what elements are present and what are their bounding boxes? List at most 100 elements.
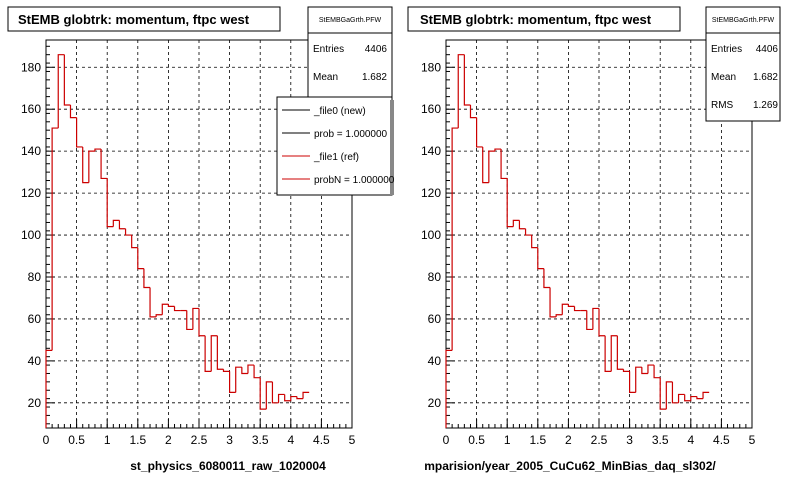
histogram-bin: [271, 381, 279, 404]
stats-name: StEMBGaGrth.PFW: [712, 17, 775, 24]
histogram-bin: [63, 54, 71, 106]
histogram-bin: [259, 377, 267, 410]
histogram-bin: [671, 381, 679, 404]
y-tick-label: 60: [28, 312, 42, 326]
y-tick-label: 100: [421, 228, 441, 242]
histogram-bin: [537, 247, 544, 270]
x-tick-label: 1: [104, 433, 111, 447]
title-box: [407, 6, 681, 32]
histogram-bin: [659, 377, 667, 410]
histogram-bin: [592, 307, 599, 330]
legend-shadow: [390, 100, 394, 195]
histogram-bin: [524, 228, 532, 236]
histogram-bin: [192, 307, 199, 330]
histogram-bin: [573, 306, 581, 312]
histogram-bin: [57, 54, 65, 129]
histogram-bin: [684, 394, 691, 402]
histogram-bin: [622, 369, 630, 372]
histogram-bin: [253, 365, 261, 379]
histogram-series: [45, 54, 310, 428]
stats-value-mean: 1.682: [362, 72, 387, 83]
y-tick-label: 20: [428, 396, 442, 410]
x-tick-label: 1: [504, 433, 511, 447]
y-tick-label: 40: [428, 354, 442, 368]
y-tick-label: 60: [428, 312, 442, 326]
x-tick-label: 2: [165, 433, 172, 447]
histogram-bin: [118, 220, 126, 230]
legend-label-ref: _file1 (ref): [313, 152, 359, 163]
y-tick-label: 160: [421, 102, 441, 116]
histogram-bin: [222, 369, 230, 372]
histogram-bin: [229, 371, 236, 393]
y-tick-label: 120: [421, 186, 441, 200]
x-tick-label: 2: [565, 433, 572, 447]
histogram-bin: [149, 287, 157, 318]
stats-value-mean: 1.682: [753, 72, 778, 83]
x-axis-label: st_physics_6080011_raw_1020004: [130, 459, 326, 473]
x-tick-label: 3.5: [652, 433, 669, 447]
histogram-bin: [506, 178, 514, 228]
histogram-bin: [665, 381, 673, 410]
histogram-bin: [284, 394, 291, 402]
histogram-bin: [94, 148, 102, 152]
histogram-bin: [277, 393, 285, 403]
histogram-bin: [155, 314, 163, 317]
histogram-bin: [76, 117, 83, 148]
histogram-bin: [476, 117, 483, 148]
x-tick-label: 4: [687, 433, 694, 447]
histogram-bin: [131, 235, 138, 249]
histogram-bin: [629, 371, 636, 393]
histogram-bin: [137, 247, 144, 270]
stats-value-rms: 1.269: [753, 100, 778, 111]
histogram-bin: [549, 287, 557, 318]
histogram-bin: [45, 349, 53, 428]
histogram-bin: [247, 364, 255, 374]
x-tick-label: 5: [349, 433, 356, 447]
x-tick-label: 0.5: [468, 433, 485, 447]
x-tick-label: 2.5: [191, 433, 208, 447]
histogram-bin: [653, 365, 661, 379]
histogram-bin: [82, 146, 89, 184]
x-tick-label: 3: [626, 433, 633, 447]
y-tick-label: 140: [21, 144, 41, 158]
legend-label-probn: probN = 1.000000: [314, 175, 395, 186]
histogram-bin: [500, 149, 508, 180]
histogram-bin: [198, 308, 206, 337]
y-tick-label: 180: [421, 60, 441, 74]
legend-label-prob: prob = 1.000000: [314, 129, 388, 140]
histogram-bin: [290, 395, 297, 401]
y-tick-label: 160: [21, 102, 41, 116]
histogram-bin: [469, 105, 477, 119]
x-tick-label: 4.5: [713, 433, 730, 447]
stats-value-entries: 4406: [756, 44, 779, 55]
histogram-bin: [482, 146, 489, 184]
stats-value-entries: 4406: [365, 44, 388, 55]
histogram-bin: [696, 396, 704, 400]
y-tick-label: 20: [28, 396, 42, 410]
histogram-bin: [106, 178, 114, 228]
right-histogram-panel: 0 0.5 1 1.5 2 2.5 3 3.5 4 4.5 5 20 40 60 80 100 120 140 16…: [407, 6, 781, 473]
x-tick-label: 1.5: [129, 433, 146, 447]
histogram-bin: [235, 366, 242, 393]
histogram-bin: [186, 310, 193, 331]
histogram-bin: [143, 268, 151, 289]
histogram-bin: [610, 335, 618, 372]
chart-title: StEMB globtrk: momentum, ftpc west: [18, 12, 250, 27]
title-box: [7, 6, 281, 32]
histogram-bin: [445, 349, 453, 428]
histogram-bin: [567, 304, 575, 307]
histogram-bin: [204, 335, 212, 372]
histogram-bin: [167, 304, 175, 307]
stats-name: StEMBGaGrth.PFW: [319, 17, 382, 24]
x-tick-label: 0.5: [68, 433, 85, 447]
histogram-bin: [690, 395, 697, 401]
histogram-bin: [51, 127, 59, 351]
histogram-bin: [494, 148, 502, 152]
histogram-bin: [216, 335, 224, 370]
histogram-bin: [586, 310, 593, 331]
histogram-series: [445, 54, 710, 428]
histogram-bin: [296, 396, 304, 400]
histogram-bin: [100, 149, 108, 180]
y-tick-label: 120: [21, 186, 41, 200]
